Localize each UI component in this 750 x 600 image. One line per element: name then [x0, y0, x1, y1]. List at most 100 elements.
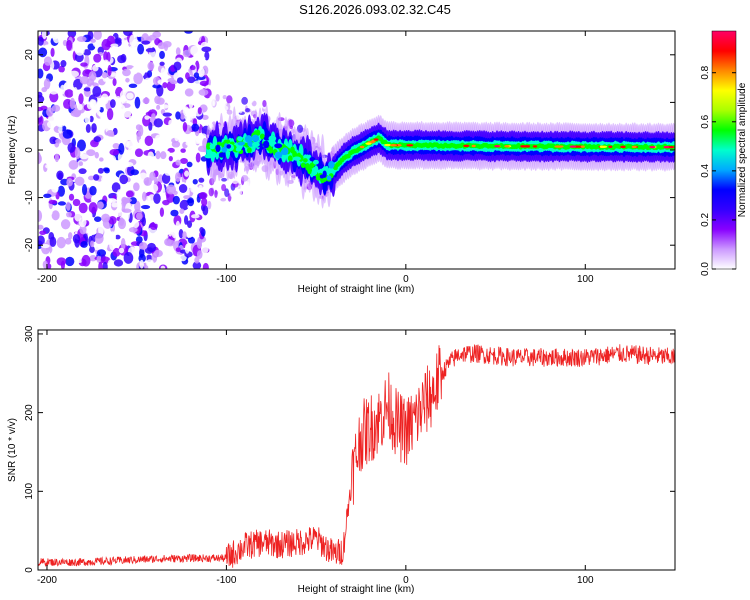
spectrogram-bright-spot: [262, 140, 270, 149]
spectrogram-noise-blob: [78, 216, 87, 228]
spectrogram-noise-blob: [115, 96, 121, 102]
spectrogram-noise-blob: [106, 108, 114, 121]
colorbar-tick-label: 0.6: [700, 114, 711, 128]
spectrogram-noise-blob: [122, 68, 131, 77]
spectrogram-noise-blob: [119, 174, 129, 185]
spectrogram-noise-blob: [184, 170, 190, 177]
spectrogram-noise-blob: [172, 195, 180, 205]
spectrogram-noise-blob: [42, 216, 51, 221]
spectrogram-noise-blob: [54, 153, 59, 163]
spectrogram-noise-blob: [51, 104, 61, 112]
spectrogram-noise-blob: [46, 107, 54, 117]
spectrogram-x-label: Height of straight line (km): [298, 284, 415, 295]
spectrogram-noise-blob: [142, 97, 150, 104]
spectrogram-bright-spot: [263, 136, 270, 141]
spectrogram-noise-blob: [128, 83, 138, 88]
spectrogram-noise-blob: [179, 157, 188, 164]
spectrogram-noise-blob: [194, 256, 200, 264]
spectrogram-bright-spot: [218, 152, 226, 158]
spectrogram-noise-blob: [70, 110, 81, 117]
spectrogram-noise-blob: [160, 67, 166, 78]
spectrogram-scatter: [230, 192, 235, 198]
spectrogram-noise-blob: [134, 96, 141, 109]
chart-title: S126.2026.093.02.32.C45: [299, 2, 451, 17]
spectrogram-noise-blob: [141, 191, 147, 202]
spectrogram-noise-blob: [74, 176, 85, 186]
spectrogram-noise-blob: [185, 72, 190, 80]
spectrogram-band-cell: [268, 146, 274, 154]
spectrogram-noise-blob: [93, 53, 102, 63]
spectrogram-noise-blob: [163, 59, 171, 65]
spectrogram-hotspot: [373, 138, 379, 141]
spectrogram-noise-blob: [86, 149, 96, 157]
spectrogram-noise-blob: [108, 215, 117, 225]
spectrogram-scatter: [214, 189, 218, 198]
y-tick-label: -20: [24, 238, 35, 253]
spectrogram-noise-blob: [121, 208, 132, 213]
spectrogram-noise-blob: [110, 165, 116, 177]
spectrogram-noise-blob: [58, 72, 64, 78]
spectrogram-noise-blob: [49, 236, 57, 248]
y-tick-label: -10: [24, 190, 35, 205]
spectrogram-bright-spot: [311, 169, 318, 176]
spectrogram-noise-blob: [182, 49, 191, 58]
spectrogram-noise-blob: [41, 31, 47, 40]
spectrogram-noise-blob: [69, 224, 76, 231]
spectrogram-noise-blob: [184, 88, 194, 97]
spectrogram-noise-blob: [170, 209, 179, 217]
y-tick-label: 10: [24, 96, 35, 108]
spectrogram-noise-blob: [90, 99, 98, 109]
spectrogram-noise-blob: [197, 107, 202, 115]
spectrogram-bright-spot: [328, 160, 335, 169]
spectrogram-noise-blob: [89, 115, 94, 123]
spectrogram-noise-blob: [139, 259, 144, 269]
spectrogram-scatter: [215, 94, 220, 102]
spectrogram-scatter: [296, 124, 304, 134]
snr-panel: -200 -100 0 100 0 100 200 300 Height of straigh…: [7, 325, 676, 595]
spectrogram-band-cell: [255, 129, 261, 136]
spectrogram-noise-blob: [85, 124, 91, 133]
spectrogram-noise-blob: [97, 167, 104, 174]
spectrogram-noise-blob: [141, 40, 151, 45]
spectrogram-noise-blob: [90, 38, 96, 43]
spectrogram-noise-blob: [189, 65, 196, 71]
spectrogram-noise-blob: [94, 216, 102, 222]
spectrogram-hotspot: [494, 145, 500, 148]
spectrogram-noise-blob: [78, 93, 84, 105]
spectrogram-noise-blob: [78, 202, 88, 214]
spectrogram-bright-spot: [235, 147, 242, 152]
spectrogram-band-cell: [259, 133, 265, 140]
spectrogram-noise-blob: [69, 70, 80, 78]
y-tick-label: 0: [24, 147, 35, 153]
spectrogram-noise-blob: [153, 118, 164, 128]
spectrogram-noise-blob: [201, 197, 208, 207]
spectrogram-noise-blob: [162, 82, 168, 89]
spectrogram-hotspot: [668, 145, 675, 149]
spectrogram-scatter: [207, 200, 212, 210]
spectrogram-noise-blob: [143, 77, 152, 89]
spectrogram-noise-blob: [161, 222, 166, 234]
spectrogram-noise-blob: [201, 114, 209, 120]
spectrogram-noise-blob: [101, 213, 111, 223]
snr-ticks: -200 -100 0 100 0 100 200 300: [24, 325, 675, 586]
spectrogram-scatter: [253, 174, 258, 180]
spectrogram-noise-blob: [126, 92, 134, 100]
spectrogram-noise-blob: [148, 200, 154, 206]
spectrogram-scatter: [262, 99, 267, 108]
spectrogram-noise-blob: [103, 51, 108, 62]
spectrogram-noise-blob: [156, 259, 163, 266]
spectrogram-noise-blob: [175, 159, 182, 166]
spectrogram-noise-blob: [93, 245, 101, 251]
spectrogram-noise-blob: [178, 184, 188, 193]
spectrogram-noise-blob: [193, 72, 200, 79]
spectrogram-noise-blob: [164, 170, 173, 176]
spectrogram-noise-blob: [156, 104, 161, 110]
spectrogram-noise-blob: [138, 124, 144, 137]
spectrogram-noise-blob: [87, 31, 94, 41]
spectrogram-noise-blob: [90, 240, 95, 248]
spectrogram-band-cell: [300, 162, 306, 168]
y-tick-label: 200: [24, 404, 35, 421]
colorbar-ticks: 0.0 0.2 0.4 0.6 0.8: [700, 65, 736, 276]
spectrogram-scatter: [221, 105, 229, 111]
